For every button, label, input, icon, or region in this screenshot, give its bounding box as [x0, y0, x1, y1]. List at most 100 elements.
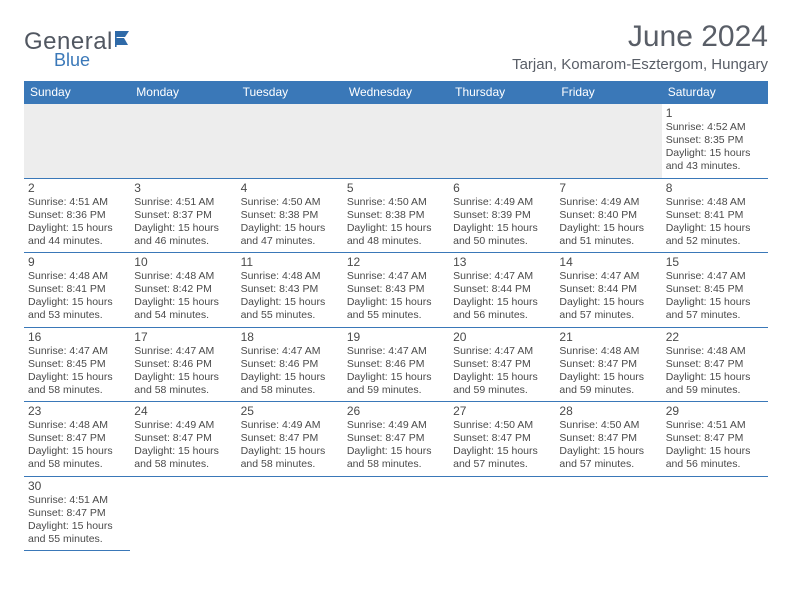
day-detail: Sunset: 8:41 PM	[28, 283, 126, 296]
day-number: 12	[347, 255, 445, 270]
day-detail: Sunrise: 4:47 AM	[28, 345, 126, 358]
day-detail: Sunset: 8:41 PM	[666, 209, 764, 222]
calendar-table: SundayMondayTuesdayWednesdayThursdayFrid…	[24, 81, 768, 551]
calendar-cell: 5Sunrise: 4:50 AMSunset: 8:38 PMDaylight…	[343, 178, 449, 253]
title-block: June 2024 Tarjan, Komarom-Esztergom, Hun…	[512, 20, 768, 73]
day-number: 2	[28, 181, 126, 196]
calendar-cell: 18Sunrise: 4:47 AMSunset: 8:46 PMDayligh…	[237, 327, 343, 402]
day-detail: Daylight: 15 hours and 58 minutes.	[28, 445, 126, 471]
day-detail: Daylight: 15 hours and 57 minutes.	[559, 445, 657, 471]
calendar-cell: 17Sunrise: 4:47 AMSunset: 8:46 PMDayligh…	[130, 327, 236, 402]
day-detail: Daylight: 15 hours and 58 minutes.	[241, 371, 339, 397]
day-detail: Sunset: 8:47 PM	[347, 432, 445, 445]
weekday-header: Friday	[555, 81, 661, 104]
day-detail: Daylight: 15 hours and 52 minutes.	[666, 222, 764, 248]
day-number: 6	[453, 181, 551, 196]
day-detail: Daylight: 15 hours and 57 minutes.	[453, 445, 551, 471]
day-detail: Sunset: 8:45 PM	[28, 358, 126, 371]
calendar-cell: 22Sunrise: 4:48 AMSunset: 8:47 PMDayligh…	[662, 327, 768, 402]
calendar-cell: 1Sunrise: 4:52 AMSunset: 8:35 PMDaylight…	[662, 104, 768, 179]
day-detail: Sunset: 8:44 PM	[559, 283, 657, 296]
day-detail: Sunset: 8:37 PM	[134, 209, 232, 222]
calendar-cell	[130, 476, 236, 551]
calendar-cell	[343, 104, 449, 179]
day-number: 5	[347, 181, 445, 196]
calendar-cell	[237, 476, 343, 551]
day-number: 11	[241, 255, 339, 270]
day-detail: Sunset: 8:46 PM	[241, 358, 339, 371]
day-number: 25	[241, 404, 339, 419]
calendar-cell: 10Sunrise: 4:48 AMSunset: 8:42 PMDayligh…	[130, 253, 236, 328]
day-detail: Sunrise: 4:50 AM	[453, 419, 551, 432]
day-detail: Sunrise: 4:51 AM	[134, 196, 232, 209]
day-detail: Daylight: 15 hours and 59 minutes.	[666, 371, 764, 397]
weekday-header: Wednesday	[343, 81, 449, 104]
day-detail: Daylight: 15 hours and 58 minutes.	[28, 371, 126, 397]
day-detail: Sunset: 8:38 PM	[241, 209, 339, 222]
calendar-cell: 7Sunrise: 4:49 AMSunset: 8:40 PMDaylight…	[555, 178, 661, 253]
day-detail: Daylight: 15 hours and 57 minutes.	[666, 296, 764, 322]
day-detail: Daylight: 15 hours and 53 minutes.	[28, 296, 126, 322]
day-number: 28	[559, 404, 657, 419]
day-detail: Sunrise: 4:49 AM	[559, 196, 657, 209]
day-detail: Daylight: 15 hours and 48 minutes.	[347, 222, 445, 248]
day-detail: Sunrise: 4:49 AM	[134, 419, 232, 432]
day-detail: Daylight: 15 hours and 59 minutes.	[453, 371, 551, 397]
weekday-header: Tuesday	[237, 81, 343, 104]
day-number: 26	[347, 404, 445, 419]
day-number: 20	[453, 330, 551, 345]
day-number: 8	[666, 181, 764, 196]
day-detail: Daylight: 15 hours and 58 minutes.	[347, 445, 445, 471]
day-detail: Sunset: 8:47 PM	[241, 432, 339, 445]
calendar-cell: 25Sunrise: 4:49 AMSunset: 8:47 PMDayligh…	[237, 402, 343, 477]
calendar-cell: 12Sunrise: 4:47 AMSunset: 8:43 PMDayligh…	[343, 253, 449, 328]
calendar-cell: 8Sunrise: 4:48 AMSunset: 8:41 PMDaylight…	[662, 178, 768, 253]
calendar-cell: 15Sunrise: 4:47 AMSunset: 8:45 PMDayligh…	[662, 253, 768, 328]
day-number: 13	[453, 255, 551, 270]
calendar-cell	[449, 104, 555, 179]
calendar-cell: 16Sunrise: 4:47 AMSunset: 8:45 PMDayligh…	[24, 327, 130, 402]
day-number: 4	[241, 181, 339, 196]
calendar-body: 1Sunrise: 4:52 AMSunset: 8:35 PMDaylight…	[24, 104, 768, 551]
calendar-head: SundayMondayTuesdayWednesdayThursdayFrid…	[24, 81, 768, 104]
calendar-cell: 30Sunrise: 4:51 AMSunset: 8:47 PMDayligh…	[24, 476, 130, 551]
day-detail: Sunrise: 4:47 AM	[241, 345, 339, 358]
weekday-header: Sunday	[24, 81, 130, 104]
calendar-cell	[130, 104, 236, 179]
day-detail: Sunrise: 4:47 AM	[453, 345, 551, 358]
day-detail: Sunrise: 4:51 AM	[28, 196, 126, 209]
day-detail: Daylight: 15 hours and 51 minutes.	[559, 222, 657, 248]
day-number: 30	[28, 479, 126, 494]
day-detail: Sunrise: 4:49 AM	[347, 419, 445, 432]
day-detail: Sunset: 8:47 PM	[453, 358, 551, 371]
day-number: 7	[559, 181, 657, 196]
calendar-cell	[449, 476, 555, 551]
day-detail: Sunrise: 4:48 AM	[666, 196, 764, 209]
day-detail: Daylight: 15 hours and 46 minutes.	[134, 222, 232, 248]
day-detail: Sunrise: 4:52 AM	[666, 121, 764, 134]
day-detail: Daylight: 15 hours and 55 minutes.	[241, 296, 339, 322]
calendar-cell: 19Sunrise: 4:47 AMSunset: 8:46 PMDayligh…	[343, 327, 449, 402]
calendar-cell: 20Sunrise: 4:47 AMSunset: 8:47 PMDayligh…	[449, 327, 555, 402]
title-month: June 2024	[512, 20, 768, 54]
day-detail: Sunset: 8:45 PM	[666, 283, 764, 296]
day-detail: Sunset: 8:43 PM	[347, 283, 445, 296]
day-detail: Sunset: 8:47 PM	[28, 432, 126, 445]
day-detail: Daylight: 15 hours and 55 minutes.	[347, 296, 445, 322]
day-detail: Sunset: 8:40 PM	[559, 209, 657, 222]
day-detail: Sunset: 8:43 PM	[241, 283, 339, 296]
calendar-cell: 13Sunrise: 4:47 AMSunset: 8:44 PMDayligh…	[449, 253, 555, 328]
calendar-cell	[237, 104, 343, 179]
day-detail: Daylight: 15 hours and 44 minutes.	[28, 222, 126, 248]
calendar-cell: 23Sunrise: 4:48 AMSunset: 8:47 PMDayligh…	[24, 402, 130, 477]
day-detail: Daylight: 15 hours and 58 minutes.	[134, 371, 232, 397]
day-detail: Sunset: 8:46 PM	[134, 358, 232, 371]
day-detail: Daylight: 15 hours and 57 minutes.	[559, 296, 657, 322]
day-detail: Sunrise: 4:47 AM	[453, 270, 551, 283]
day-detail: Sunrise: 4:50 AM	[347, 196, 445, 209]
day-number: 14	[559, 255, 657, 270]
day-detail: Sunset: 8:47 PM	[453, 432, 551, 445]
calendar-cell	[555, 476, 661, 551]
calendar-cell: 6Sunrise: 4:49 AMSunset: 8:39 PMDaylight…	[449, 178, 555, 253]
header-bar: General Blue June 2024 Tarjan, Komarom-E…	[24, 20, 768, 73]
